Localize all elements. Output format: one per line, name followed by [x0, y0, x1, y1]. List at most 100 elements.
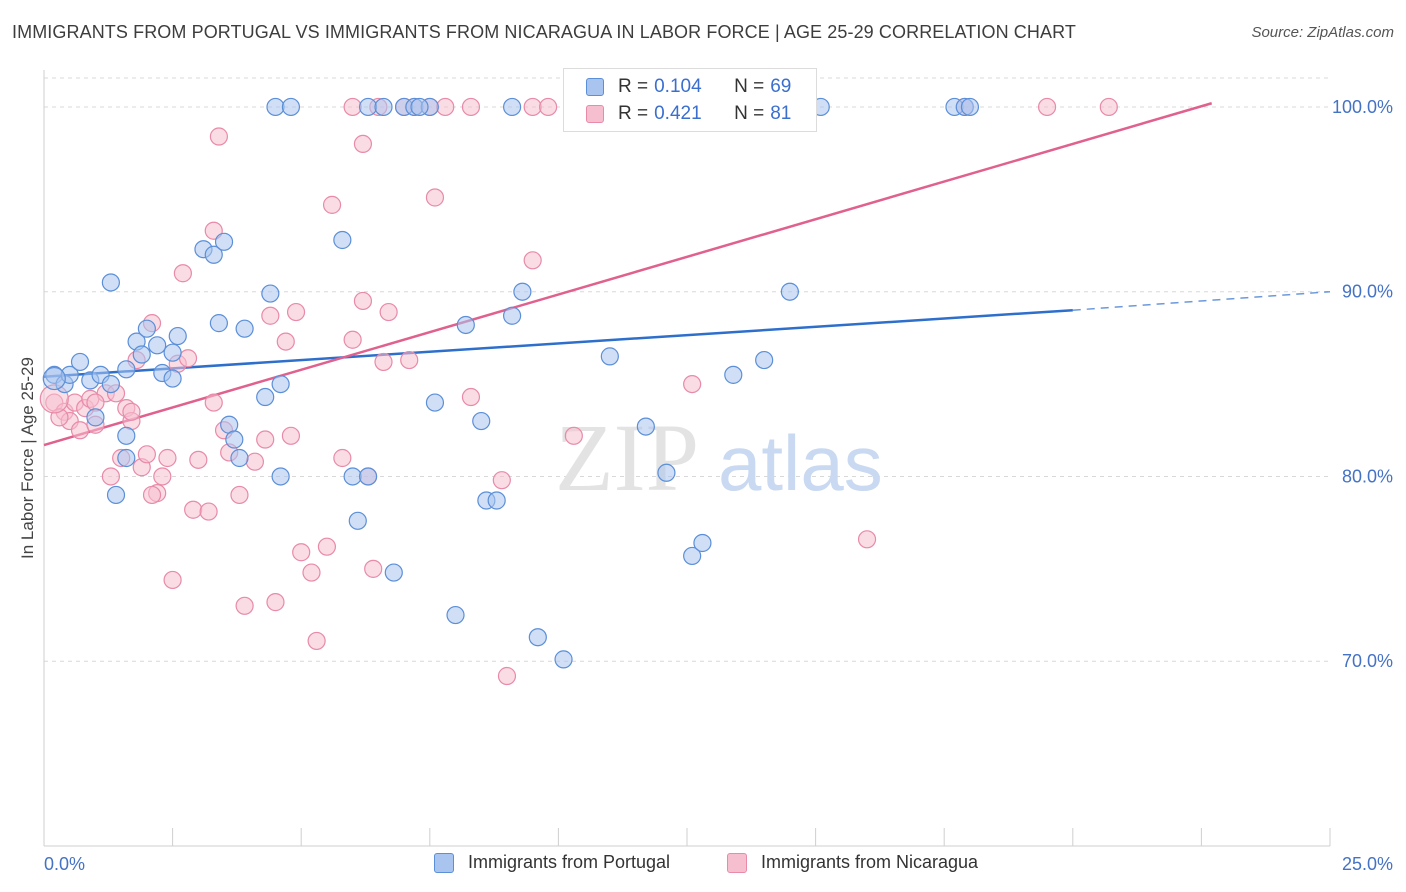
- legend-swatch-portugal: [434, 852, 454, 873]
- data-point-nicaragua: [122, 402, 141, 421]
- x-tick-label-max: 25.0%: [1342, 854, 1393, 874]
- data-point-nicaragua: [266, 593, 285, 612]
- data-point-portugal: [780, 282, 799, 301]
- data-point-portugal: [410, 97, 429, 117]
- data-point-nicaragua: [245, 452, 265, 471]
- data-point-portugal: [137, 319, 156, 338]
- data-point-portugal: [384, 563, 403, 582]
- data-point-portugal: [960, 97, 980, 117]
- data-point-nicaragua: [564, 426, 583, 445]
- data-point-nicaragua: [286, 302, 306, 322]
- data-point-nicaragua: [523, 97, 542, 117]
- data-point-nicaragua: [230, 485, 249, 505]
- legend-n-value: 69: [770, 76, 792, 97]
- data-point-nicaragua: [379, 302, 398, 322]
- data-point-nicaragua: [163, 570, 182, 590]
- data-point-portugal: [101, 374, 120, 394]
- data-point-portugal-cluster: [42, 366, 66, 391]
- series-portugal-points: [42, 97, 980, 669]
- data-point-portugal: [333, 230, 352, 250]
- data-point-portugal: [503, 97, 522, 117]
- data-point-portugal: [106, 485, 126, 505]
- data-point-nicaragua: [178, 349, 198, 368]
- source-label: Source: ZipAtlas.com: [1251, 24, 1394, 41]
- legend-swatch-nicaragua: [586, 105, 604, 123]
- data-point-portugal: [168, 326, 187, 346]
- y-tick-label: 100.0%: [1332, 97, 1393, 117]
- data-point-nicaragua: [333, 448, 352, 468]
- data-point-nicaragua: [436, 97, 455, 117]
- watermark: ZIP atlas: [555, 404, 883, 511]
- data-point-nicaragua: [189, 450, 208, 469]
- legend-n-label: N =: [734, 103, 765, 124]
- data-point-portugal: [132, 345, 151, 364]
- data-point-nicaragua: [343, 97, 362, 117]
- data-point-portugal: [235, 319, 254, 338]
- data-point-portugal: [446, 605, 465, 625]
- data-point-nicaragua: [492, 471, 511, 490]
- data-point-nicaragua: [204, 221, 223, 240]
- data-point-portugal: [636, 417, 655, 436]
- data-point-portugal: [343, 467, 362, 486]
- data-point-portugal: [163, 369, 182, 388]
- trend-lines: [43, 102, 1331, 447]
- legend-r-label: R =: [618, 76, 649, 97]
- data-point-nicaragua: [276, 332, 295, 351]
- data-point-nicaragua: [343, 330, 362, 349]
- data-point-nicaragua: [142, 485, 162, 505]
- data-point-portugal: [503, 306, 522, 325]
- data-point-nicaragua: [281, 426, 301, 445]
- series-legend: Immigrants from Portugal Immigrants from…: [0, 852, 1406, 878]
- data-point-portugal: [70, 352, 90, 372]
- y-tick-label: 90.0%: [1342, 282, 1393, 302]
- data-point-portugal: [225, 430, 244, 449]
- data-point-portugal: [554, 650, 573, 669]
- data-point-portugal: [266, 97, 285, 117]
- data-point-nicaragua: [292, 543, 311, 562]
- watermark-atlas: atlas: [718, 419, 883, 507]
- data-point-portugal: [657, 463, 676, 482]
- data-point-nicaragua: [1037, 97, 1057, 117]
- data-point-portugal: [117, 426, 136, 445]
- data-point-nicaragua: [683, 374, 702, 394]
- y-tick-label: 80.0%: [1342, 466, 1393, 486]
- data-point-nicaragua: [70, 421, 90, 440]
- legend-label-nicaragua: Immigrants from Nicaragua: [761, 852, 979, 872]
- data-point-nicaragua: [857, 530, 877, 549]
- data-point-nicaragua: [199, 502, 218, 521]
- data-point-nicaragua: [523, 251, 542, 270]
- data-point-nicaragua: [425, 188, 445, 207]
- legend-r-value: 0.421: [654, 103, 702, 124]
- trend-line-portugal-extension: [1072, 290, 1331, 311]
- data-point-nicaragua: [322, 195, 342, 214]
- gridlines: [44, 77, 1330, 662]
- data-point-nicaragua: [204, 393, 223, 412]
- data-point-portugal: [117, 448, 136, 468]
- data-point-portugal: [487, 491, 506, 510]
- correlation-legend: R = 0.104 N = 69 R = 0.421 N = 81: [563, 68, 817, 132]
- data-point-portugal: [348, 511, 367, 530]
- data-point-portugal: [600, 347, 619, 366]
- data-point-nicaragua: [374, 352, 393, 372]
- data-point-portugal: [214, 232, 234, 251]
- legend-n-value: 81: [770, 103, 792, 124]
- data-point-nicaragua: [235, 596, 254, 615]
- data-point-nicaragua: [184, 500, 203, 519]
- data-point-portugal: [358, 467, 378, 486]
- tick-labels: 70.0% 80.0% 90.0% 100.0% 0.0% 25.0% In Labor F…: [18, 97, 1393, 874]
- legend-row-portugal: R = 0.104 N = 69: [586, 75, 791, 99]
- axes: [43, 70, 1331, 847]
- data-point-portugal: [230, 448, 249, 468]
- data-point-nicaragua: [158, 448, 177, 468]
- data-point-portugal: [148, 336, 167, 355]
- data-point-portugal: [693, 533, 712, 553]
- legend-r-value: 0.104: [654, 76, 702, 97]
- legend-item-nicaragua: Immigrants from Nicaragua: [727, 852, 978, 873]
- data-point-nicaragua: [353, 134, 373, 154]
- data-point-portugal: [755, 350, 774, 370]
- legend-label-portugal: Immigrants from Portugal: [468, 852, 671, 872]
- data-point-portugal: [374, 97, 393, 117]
- data-point-nicaragua: [317, 537, 337, 556]
- data-point-nicaragua: [1099, 97, 1118, 117]
